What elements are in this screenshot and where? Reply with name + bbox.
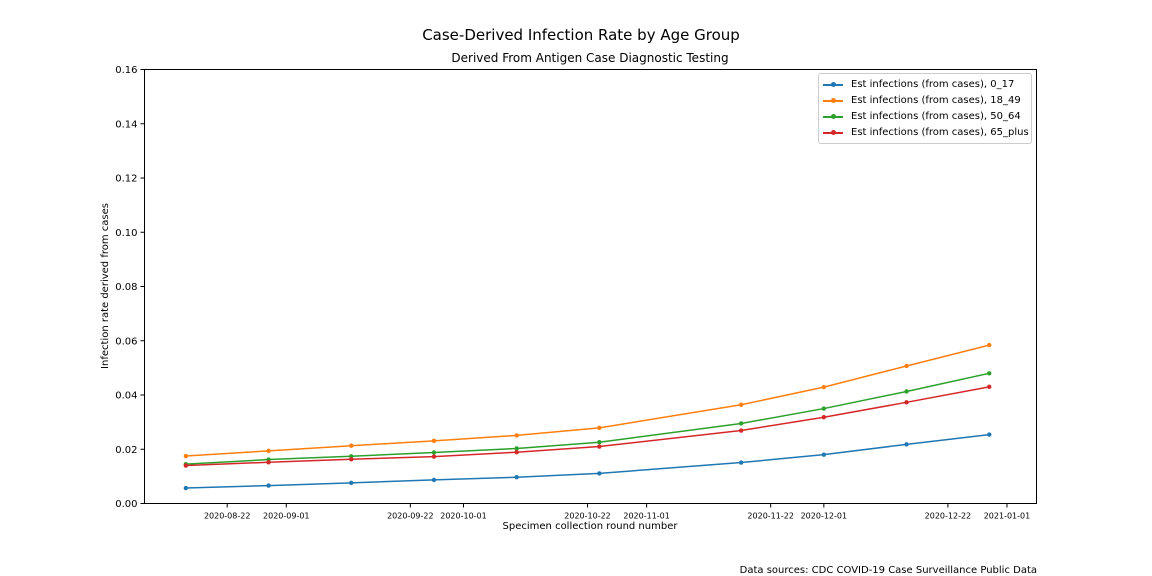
data-point	[821, 452, 827, 457]
series-3	[183, 384, 992, 468]
data-point	[904, 363, 909, 369]
y-tick-label: 0.14	[115, 119, 137, 130]
data-point	[266, 460, 271, 465]
legend-swatch-65-plus	[823, 130, 843, 135]
series-layer	[183, 342, 992, 491]
data-point	[987, 342, 992, 348]
data-point	[738, 428, 744, 433]
x-tick-label: 2020-08-22	[204, 512, 251, 521]
data-point	[821, 384, 827, 390]
x-tick-label: 2020-10-22	[564, 512, 611, 521]
legend-item-50-64: Est infections (from cases), 50_64	[819, 109, 1031, 125]
series-0	[183, 432, 992, 491]
data-point	[987, 371, 992, 376]
x-tick-label: 2020-09-01	[263, 512, 310, 521]
legend-item-65-plus: Est infections (from cases), 65_plus	[819, 125, 1031, 141]
data-point	[738, 402, 744, 407]
y-tick-label: 0.12	[115, 174, 137, 185]
x-tick-label: 2021-01-01	[984, 512, 1031, 521]
y-tick-label: 0.08	[115, 282, 137, 293]
data-point	[821, 406, 827, 411]
data-point	[183, 453, 189, 459]
data-point	[738, 460, 744, 465]
data-point	[987, 384, 992, 390]
data-point	[431, 454, 437, 459]
legend-swatch-18-49	[823, 98, 843, 103]
series-line-0	[185, 433, 990, 489]
data-point	[597, 425, 602, 431]
legend-label-18-49: Est infections (from cases), 18_49	[851, 95, 1021, 106]
x-tick-label: 2020-09-22	[387, 512, 434, 521]
y-tick-label: 0.00	[115, 499, 137, 510]
chart-title: Case-Derived Infection Rate by Age Group	[422, 26, 740, 44]
legend-label-65-plus: Est infections (from cases), 65_plus	[851, 127, 1029, 138]
data-point	[514, 450, 519, 455]
x-tick-label: 2020-12-22	[925, 512, 972, 521]
series-1	[183, 342, 992, 459]
data-point	[183, 485, 189, 491]
data-point	[514, 433, 519, 438]
data-point	[349, 443, 354, 448]
legend-label-0-17: Est infections (from cases), 0_17	[851, 79, 1015, 90]
legend: Est infections (from cases), 0_17 Est in…	[818, 73, 1032, 144]
data-point	[821, 415, 827, 420]
chart-subtitle: Derived From Antigen Case Diagnostic Tes…	[451, 51, 729, 65]
data-point	[266, 448, 271, 454]
x-tick-label: 2020-11-22	[747, 512, 794, 521]
data-point	[514, 474, 519, 480]
y-axis: 0.00 0.02 0.04 0.06 0.08 0.10 0.12 0.14 0.16	[115, 65, 145, 510]
data-point	[904, 400, 909, 405]
data-point	[431, 450, 437, 455]
data-source-note: Data sources: CDC COVID-19 Case Surveill…	[739, 565, 1037, 576]
series-line-3	[185, 386, 990, 467]
legend-label-50-64: Est infections (from cases), 50_64	[851, 111, 1021, 122]
data-point	[597, 471, 602, 476]
data-point	[597, 440, 602, 445]
data-point	[597, 444, 602, 449]
x-axis-label: Specimen collection round number	[502, 521, 678, 532]
data-point	[514, 446, 519, 451]
data-point	[987, 432, 992, 437]
data-point	[904, 442, 909, 447]
y-tick-label: 0.06	[115, 336, 137, 347]
x-tick-label: 2020-10-01	[440, 512, 487, 521]
y-tick-label: 0.04	[115, 391, 137, 402]
legend-item-0-17: Est infections (from cases), 0_17	[819, 77, 1031, 93]
data-point	[431, 438, 437, 444]
series-line-1	[185, 344, 990, 457]
data-point	[904, 389, 909, 394]
legend-item-18-49: Est infections (from cases), 18_49	[819, 93, 1031, 109]
x-tick-label: 2020-12-01	[801, 512, 848, 521]
series-line-2	[185, 372, 990, 465]
x-tick-label: 2020-11-01	[623, 512, 670, 521]
legend-swatch-0-17	[823, 82, 843, 87]
series-2	[183, 371, 992, 467]
legend-swatch-50-64	[823, 114, 843, 119]
y-tick-label: 0.02	[115, 445, 137, 456]
x-axis: 2020-08-22 2020-09-01 2020-09-22 2020-10-01…	[204, 503, 1031, 521]
data-point	[266, 483, 271, 488]
y-tick-label: 0.16	[115, 65, 137, 76]
data-point	[349, 457, 354, 462]
data-point	[738, 421, 744, 426]
data-point	[183, 463, 189, 468]
data-point	[349, 480, 354, 486]
y-axis-label: Infection rate derived from cases	[100, 203, 111, 369]
data-point	[431, 477, 437, 483]
y-tick-label: 0.10	[115, 228, 137, 239]
